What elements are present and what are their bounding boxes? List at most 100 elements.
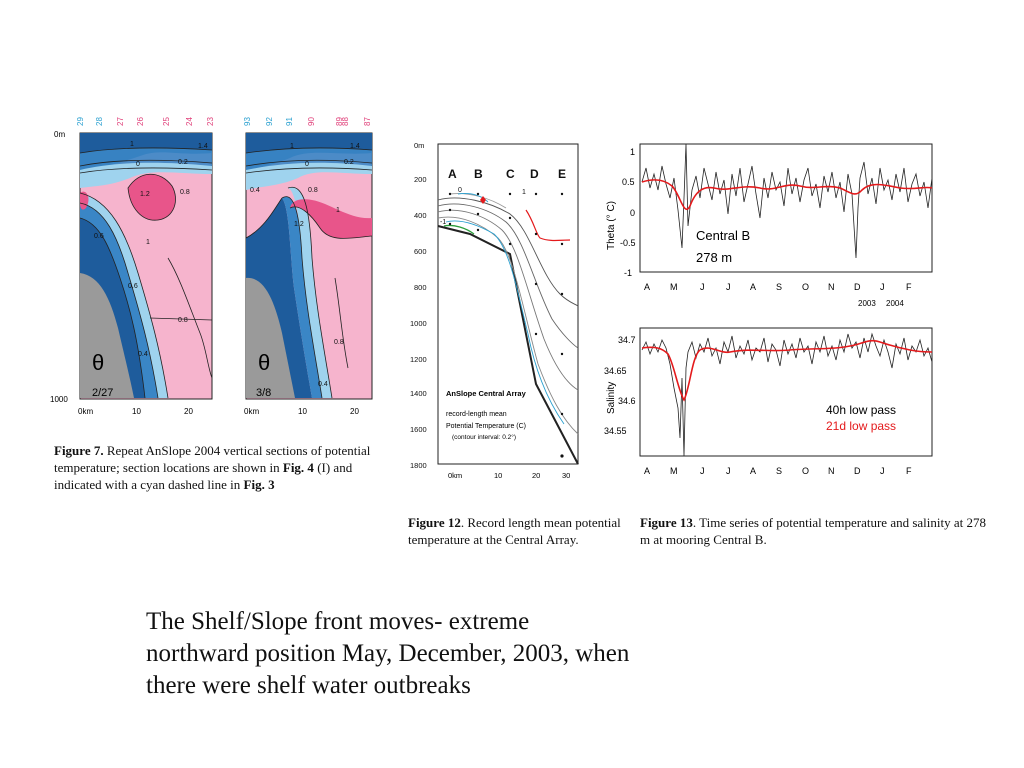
fig12-station-dot bbox=[448, 208, 452, 212]
fig7-contour-label: 0.8 bbox=[180, 189, 190, 196]
fig12-x-tick: 10 bbox=[494, 471, 502, 480]
fig13-legend-21d: 21d low pass bbox=[826, 419, 896, 433]
fig13-month-tick: A bbox=[750, 466, 756, 476]
fig13-top-ytick: 1 bbox=[630, 147, 635, 157]
slide-text-line: The Shelf/Slope front moves- extreme bbox=[146, 608, 530, 635]
fig7-top-tick: 92 bbox=[265, 117, 274, 126]
fig7-x-tick: 10 bbox=[298, 407, 307, 416]
fig13-month-tick: N bbox=[828, 282, 835, 292]
fig13-caption: Figure 13. Time series of potential temp… bbox=[640, 514, 992, 548]
fig12-station-dot bbox=[476, 192, 480, 196]
fig12-contour-label: 0 bbox=[458, 187, 462, 194]
slide-text-line: northward position May, December, 2003, … bbox=[146, 640, 630, 667]
fig7-x-tick: 0km bbox=[78, 407, 93, 416]
fig12-station-dot bbox=[508, 216, 512, 220]
fig7-caption-ref: Fig. 4 bbox=[282, 460, 314, 475]
fig7-caption: Figure 7. Repeat AnSlope 2004 vertical s… bbox=[54, 442, 374, 493]
fig12-caption-label: Figure 12 bbox=[408, 515, 461, 530]
fig7-caption-text: Repeat AnSlope 2004 vertical sections of… bbox=[54, 443, 371, 475]
fig7-contour-label: 1.4 bbox=[350, 143, 360, 150]
fig12-station-dot bbox=[560, 292, 564, 296]
fig7-contour-label: 0.2 bbox=[178, 159, 188, 166]
fig12-station-dot bbox=[560, 242, 564, 246]
fig12-station-dot bbox=[508, 192, 512, 196]
fig13-month-tick: A bbox=[644, 466, 650, 476]
fig12-station-dot bbox=[448, 222, 452, 226]
fig13-month-tick: A bbox=[644, 282, 650, 292]
fig7-caption-text: (I) and indicated with a cyan dashed lin… bbox=[54, 460, 353, 492]
fig12-station-dot bbox=[560, 192, 564, 196]
fig7-top-tick: 28 bbox=[95, 117, 104, 126]
fig7-top-ticks-left: 29 28 27 26 25 24 23 bbox=[76, 117, 215, 126]
fig7-top-tick: 88 bbox=[341, 117, 350, 126]
fig12-y-tick: 1200 bbox=[410, 355, 427, 364]
fig13-month-tick: J bbox=[880, 282, 885, 292]
fig7-contour-label: 1 bbox=[290, 143, 294, 150]
fig13-bottom-ylabel: Salinity bbox=[606, 382, 617, 414]
fig13-top-ytick: -1 bbox=[624, 268, 632, 278]
fig12-station-dot bbox=[476, 228, 480, 232]
fig7-contour-label: 1 bbox=[130, 141, 134, 148]
fig12-station-dot bbox=[560, 352, 564, 356]
fig7-contour-label: 1 bbox=[146, 239, 150, 246]
fig7-contour-label: 0.4 bbox=[318, 381, 328, 388]
fig7-panel-right: 1.4 1 0.2 0 0.4 0.8 1 1.2 0.8 0.4 θ 3/8 bbox=[245, 132, 373, 400]
fig7-contour-label: 0 bbox=[136, 161, 140, 168]
fig13-year-tick: 2003 bbox=[858, 299, 876, 308]
fig13-month-tick: J bbox=[700, 466, 705, 476]
fig12-station-dot bbox=[534, 192, 538, 196]
fig13-caption-label: Figure 13 bbox=[640, 515, 693, 530]
figure-12-central-array: 0m 200 400 600 800 1000 1200 1400 1600 1… bbox=[410, 141, 579, 480]
fig12-y-tick: 400 bbox=[414, 211, 427, 220]
fig7-contour-label: 0.6 bbox=[128, 283, 138, 290]
fig13-month-tick: S bbox=[776, 466, 782, 476]
fig12-legend-line: (contour interval: 0.2°) bbox=[452, 433, 516, 441]
fig12-x-tick: 30 bbox=[562, 471, 570, 480]
fig7-top-tick: 26 bbox=[136, 117, 145, 126]
fig7-y-top: 0m bbox=[54, 130, 65, 139]
fig13-month-tick: J bbox=[700, 282, 705, 292]
fig7-date-left: 2/27 bbox=[92, 387, 113, 399]
fig7-top-tick: 23 bbox=[206, 117, 215, 126]
slide-text-line: there were shelf water outbreaks bbox=[146, 672, 471, 699]
fig12-station-dot bbox=[534, 232, 538, 236]
fig12-station-dot bbox=[476, 212, 480, 216]
fig13-caption-text: . Time series of potential temperature a… bbox=[640, 515, 987, 547]
fig12-station: D bbox=[530, 167, 539, 181]
fig12-caption-text: . Record length mean potential temperatu… bbox=[408, 515, 621, 547]
fig7-theta-symbol: θ bbox=[258, 350, 270, 375]
fig13-bottom-ytick: 34.7 bbox=[618, 335, 636, 345]
fig13-legend-40h: 40h low pass bbox=[826, 403, 896, 417]
fig7-top-ticks-right: 93 92 91 90 89 88 87 bbox=[243, 117, 372, 126]
fig7-contour-label: 1.2 bbox=[140, 191, 150, 198]
fig12-x-tick: 20 bbox=[532, 471, 540, 480]
fig13-top-40h-series bbox=[641, 143, 933, 259]
fig12-legend-title: AnSlope Central Array bbox=[446, 389, 527, 398]
fig12-contour-label: -1 bbox=[440, 219, 446, 226]
fig13-station-depth: 278 m bbox=[696, 250, 732, 265]
fig13-top-ytick: 0.5 bbox=[622, 177, 635, 187]
fig7-contour-label: 0 bbox=[305, 161, 309, 168]
fig13-month-tick: O bbox=[802, 466, 809, 476]
fig13-year-tick: 2004 bbox=[886, 299, 904, 308]
fig12-station: C bbox=[506, 167, 515, 181]
fig13-bottom-ytick: 34.55 bbox=[604, 426, 627, 436]
fig12-station: E bbox=[558, 167, 566, 181]
fig12-legend-line: record-length mean bbox=[446, 411, 507, 418]
fig12-y-tick: 1800 bbox=[410, 461, 427, 470]
fig7-x-tick: 20 bbox=[350, 407, 359, 416]
fig12-x-tick: 0km bbox=[448, 471, 462, 480]
fig7-top-tick: 93 bbox=[243, 117, 252, 126]
fig7-caption-ref: Fig. 3 bbox=[243, 477, 275, 492]
fig7-y-bottom: 1000 bbox=[50, 395, 68, 404]
fig13-month-tick: J bbox=[726, 282, 731, 292]
fig13-month-tick: J bbox=[880, 466, 885, 476]
fig7-contour-label: 1.2 bbox=[294, 221, 304, 228]
fig7-contour-label: 0.6 bbox=[94, 233, 104, 240]
fig12-station: A bbox=[448, 167, 457, 181]
fig7-x-tick: 10 bbox=[132, 407, 141, 416]
fig13-month-tick: M bbox=[670, 282, 678, 292]
fig13-month-tick: D bbox=[854, 466, 861, 476]
fig13-month-tick: N bbox=[828, 466, 835, 476]
fig12-station-dot bbox=[560, 454, 564, 458]
